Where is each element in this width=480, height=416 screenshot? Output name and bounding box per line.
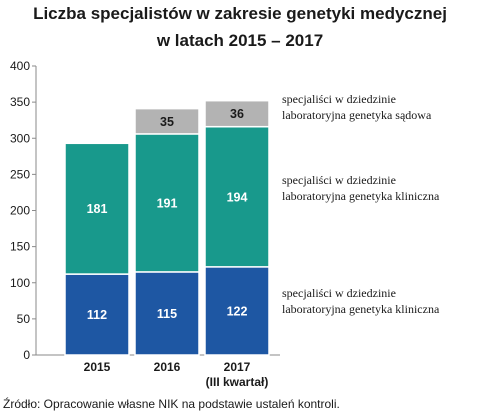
bar-value-label: 115 [157, 307, 177, 321]
legend-label-line-1: specjaliści w dziedzinie [282, 286, 396, 300]
bar-segment [134, 271, 200, 356]
bar-value-label: 112 [87, 308, 107, 322]
y-tick-label: 100 [10, 276, 30, 290]
y-tick-label: 150 [10, 240, 30, 254]
bar-value-label: 181 [87, 202, 108, 216]
legend-label-line-2: laboratoryjna genetyka kliniczna [282, 189, 440, 203]
bar-value-label: 194 [227, 190, 248, 204]
x-category-label: 2016 [154, 360, 181, 374]
legend-label-line-1: specjaliści w dziedzinie [282, 92, 396, 106]
bar-segment [64, 142, 130, 275]
y-tick-label: 400 [10, 59, 30, 73]
legend-label-line-2: laboratoryjna genetyka kliniczna [282, 302, 440, 316]
bar-segment [204, 125, 270, 268]
x-category-label: 2015 [84, 360, 111, 374]
bar-value-label: 122 [227, 304, 248, 318]
x-category-sublabel: (III kwartał) [206, 375, 269, 389]
bar-segment [64, 273, 130, 356]
bar-value-label: 36 [230, 107, 244, 121]
bar-value-label: 35 [160, 115, 174, 129]
bar-segment [204, 266, 270, 356]
y-tick-label: 0 [23, 348, 30, 362]
y-tick-label: 350 [10, 95, 30, 109]
bar-value-label: 191 [157, 196, 178, 210]
bar-segment [134, 133, 200, 273]
y-tick-label: 250 [10, 167, 30, 181]
y-tick-label: 50 [17, 312, 31, 326]
x-category-label: 2017 [224, 360, 251, 374]
bar-segment [204, 99, 270, 128]
bar-segment [134, 107, 200, 135]
chart-title-line-2: w latach 2015 – 2017 [156, 31, 324, 50]
y-tick-label: 200 [10, 204, 30, 218]
legend-label-line-1: specjaliści w dziedzinie [282, 173, 396, 187]
source-note: Źródło: Opracowanie własne NIK na podsta… [3, 397, 340, 411]
chart-title-line-1: Liczba specjalistów w zakresie genetyki … [33, 4, 447, 23]
y-tick-label: 300 [10, 131, 30, 145]
legend-label-line-2: laboratoryjna genetyka sądowa [282, 108, 432, 122]
